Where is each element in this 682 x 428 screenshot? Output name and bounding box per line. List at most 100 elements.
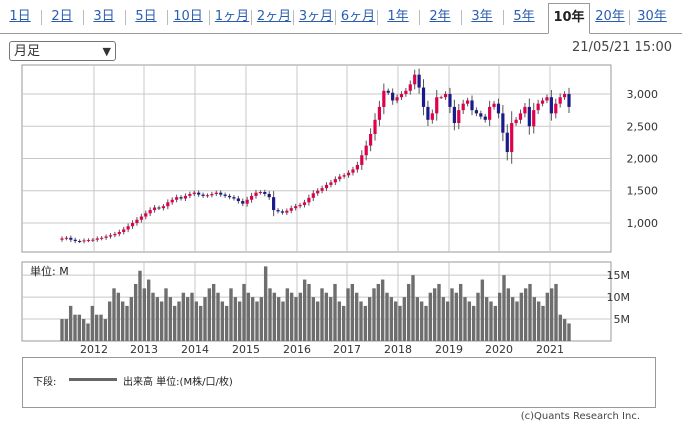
volume-bar: [77, 314, 82, 341]
tab-separator: [251, 10, 252, 25]
volume-bar: [281, 301, 285, 341]
tab-1[interactable]: 2日: [51, 9, 73, 24]
volume-bar: [324, 292, 329, 341]
tab-8[interactable]: 6ヶ月: [340, 9, 376, 24]
price-tick-label: 3,000: [627, 88, 659, 101]
candle-body: [333, 179, 337, 183]
volume-bar: [367, 297, 372, 341]
volume-bar: [285, 288, 290, 341]
candle-body: [540, 100, 545, 104]
candle-body: [289, 208, 293, 211]
candle-body: [223, 194, 227, 196]
tab-separator: [83, 10, 84, 25]
year-tick-label: 2015: [232, 343, 260, 356]
tab-0[interactable]: 1日: [9, 9, 31, 24]
chevron-down-icon: ▼: [102, 45, 111, 58]
volume-bar: [60, 319, 64, 341]
volume-unit-label: 単位: M: [30, 264, 69, 278]
candle-body: [60, 238, 64, 240]
volume-bar: [402, 297, 407, 341]
candle-period-select[interactable]: 月足 ▼: [9, 41, 116, 61]
candle-body: [227, 195, 232, 198]
volume-bar: [68, 305, 73, 341]
volume-bar: [255, 301, 259, 341]
candle-body: [95, 238, 99, 240]
price-tick-label: 2,500: [627, 120, 659, 133]
tab-10[interactable]: 2年: [429, 9, 451, 24]
tab-4[interactable]: 10日: [173, 9, 203, 24]
candle-body: [161, 206, 165, 209]
tab-7[interactable]: 3ヶ月: [298, 9, 334, 24]
candle-body: [135, 219, 139, 223]
volume-bar: [220, 301, 225, 341]
candle-body: [338, 176, 342, 180]
volume-line-swatch: [69, 378, 117, 381]
tab-separator: [335, 10, 336, 25]
volume-bar: [450, 288, 454, 341]
tab-13[interactable]: 10年: [548, 3, 590, 34]
volume-bar: [224, 305, 229, 341]
price-tick-label: 1,500: [627, 185, 659, 198]
candle-body: [183, 195, 188, 199]
candle-body: [205, 195, 210, 197]
candle-body: [320, 188, 324, 191]
chart-legend: 下段: 出来高 単位:(M株/口/枚): [22, 357, 656, 408]
candle-body: [82, 240, 86, 242]
candle-body: [501, 113, 505, 133]
tab-5[interactable]: 1ヶ月: [214, 9, 250, 24]
volume-bar: [216, 292, 220, 341]
tab-9[interactable]: 1年: [387, 9, 409, 24]
tab-12[interactable]: 5年: [513, 9, 535, 24]
candle-body: [148, 210, 152, 214]
volume-bar: [562, 319, 567, 341]
candle-body: [364, 145, 368, 156]
volume-bar: [519, 292, 524, 341]
candle-body: [170, 199, 174, 203]
candle-body: [100, 237, 104, 239]
tab-2[interactable]: 3日: [93, 9, 115, 24]
tab-15[interactable]: 30年: [637, 9, 667, 24]
volume-bar: [129, 297, 134, 341]
volume-bar: [64, 319, 69, 341]
year-tick-label: 2018: [384, 343, 412, 356]
candle-body: [276, 210, 280, 212]
volume-bar: [480, 279, 485, 341]
tab-3[interactable]: 5日: [135, 9, 157, 24]
volume-bar: [385, 292, 389, 341]
tab-14[interactable]: 20年: [595, 9, 625, 24]
candle-body: [408, 84, 412, 91]
candle-body: [130, 222, 135, 227]
volume-bar: [207, 288, 212, 341]
volume-bar: [406, 283, 411, 341]
candle-body: [342, 175, 346, 177]
volume-tick-label: 5M: [614, 313, 631, 326]
candle-body: [351, 169, 355, 173]
candle-body: [527, 106, 531, 127]
tab-11[interactable]: 3年: [471, 9, 493, 24]
volume-bar: [307, 283, 311, 341]
tab-6[interactable]: 2ヶ月: [256, 9, 292, 24]
candle-body: [144, 213, 148, 217]
volume-bar: [484, 297, 489, 341]
volume-bar: [125, 305, 129, 341]
candle-body: [86, 240, 91, 242]
volume-tick-label: 10M: [607, 291, 631, 304]
volume-bar: [528, 283, 532, 341]
volume-bar: [515, 301, 519, 341]
candle-body: [355, 164, 359, 170]
year-tick-label: 2012: [80, 343, 108, 356]
candle-body: [192, 192, 196, 194]
volume-bar: [177, 301, 181, 341]
candle-body: [166, 202, 170, 207]
volume-bar: [246, 292, 251, 341]
tab-separator: [629, 10, 630, 25]
candle-body: [64, 237, 69, 239]
volume-bar: [86, 323, 90, 341]
volume-bar: [354, 292, 359, 341]
volume-bar: [536, 301, 541, 341]
year-tick-label: 2021: [536, 343, 564, 356]
volume-bar: [233, 297, 238, 341]
volume-bar: [363, 305, 368, 341]
candle-body: [382, 90, 386, 107]
volume-bar: [419, 301, 424, 341]
